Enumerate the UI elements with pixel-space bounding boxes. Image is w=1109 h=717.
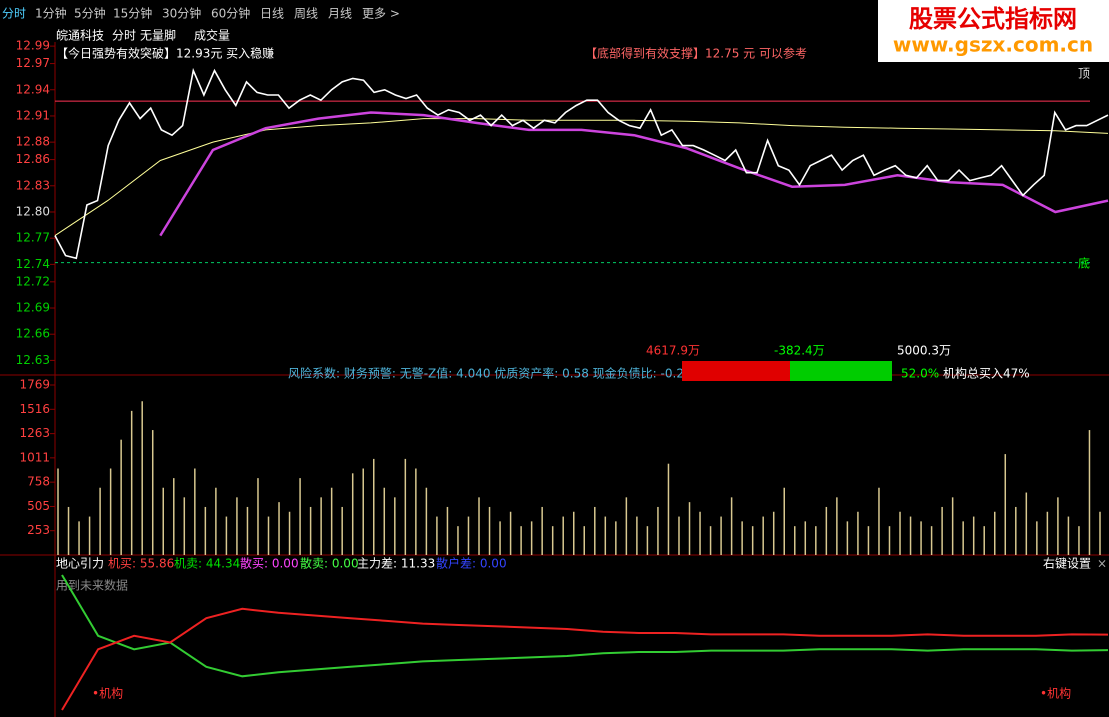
indicator-item: 机卖: 44.34 — [174, 557, 240, 571]
mode: 分时 — [112, 29, 136, 43]
indicator-title: 地心引力 — [56, 557, 104, 571]
y-tick-label: 12.83 — [16, 178, 50, 192]
flow-net: -382.4万 — [774, 344, 825, 358]
y-tick-label: 1516 — [19, 402, 50, 416]
risk-info: 风险系数: 财务预警: 无警-Z值: 4.040 优质资产率: 0.58 现金负… — [288, 366, 703, 381]
y-tick-label: 12.69 — [16, 301, 50, 315]
tab[interactable]: 5分钟 — [74, 6, 106, 21]
annotation: 【今日强势有效突破】12.93元 买入稳赚 — [56, 46, 274, 61]
y-tick-label: 758 — [27, 475, 50, 489]
indicator-item: 散卖: 0.00 — [300, 556, 359, 571]
note: 用到未来数据 — [56, 578, 128, 593]
flow-sell: 5000.3万 — [897, 344, 951, 358]
tab[interactable]: 分时 — [2, 7, 26, 21]
total-buy: 机构总买入47% — [943, 366, 1030, 381]
tab[interactable]: 1分钟 — [35, 6, 67, 21]
y-tick-label: 12.91 — [16, 108, 50, 122]
watermark-url: www.gszx.com.cn — [893, 33, 1093, 57]
tab[interactable]: 30分钟 — [162, 6, 201, 21]
stock-name: 皖通科技 — [56, 29, 104, 43]
tab[interactable]: 月线 — [328, 7, 352, 21]
y-tick-label: 12.63 — [16, 353, 50, 367]
flow-buy: 4617.9万 — [646, 344, 700, 358]
y-tick-label: 12.77 — [16, 231, 50, 245]
left-label: •机构 — [92, 686, 123, 701]
y-tick-label: 12.97 — [16, 56, 50, 70]
indicator-name: 无量脚 — [140, 28, 176, 43]
y-tick-label: 1769 — [19, 378, 50, 392]
y-tick-label: 12.94 — [16, 82, 50, 96]
bottom-label: 底 — [1078, 256, 1090, 271]
settings-button[interactable]: 右键设置 — [1043, 556, 1091, 571]
tab[interactable]: 60分钟 — [211, 6, 250, 21]
y-tick-label: 1263 — [19, 426, 50, 440]
flow-bar-red — [682, 361, 790, 381]
y-tick-label: 505 — [27, 499, 50, 513]
watermark-title: 股票公式指标网 — [909, 5, 1077, 33]
flow-bar-green — [790, 361, 892, 381]
sell-line — [61, 574, 1109, 678]
average-line — [54, 118, 1109, 237]
indicator-item: 机买: 55.86 — [108, 557, 174, 571]
volume-label: 成交量 — [194, 28, 230, 43]
strength-line — [159, 111, 1109, 237]
top-label: 顶 — [1078, 67, 1090, 81]
sell-pct: 52.0% — [901, 367, 939, 381]
y-tick-label: 1011 — [19, 450, 50, 464]
buy-line — [61, 607, 1109, 711]
tab[interactable]: 15分钟 — [113, 6, 152, 21]
right-label: •机构 — [1040, 686, 1071, 701]
y-tick-label: 12.99 — [16, 39, 50, 53]
indicator-item: 散买: 0.00 — [240, 556, 299, 571]
y-tick-label: 12.66 — [16, 327, 50, 341]
indicator-item: 散户差: 0.00 — [436, 556, 507, 571]
y-tick-label: 12.80 — [16, 204, 50, 218]
close-button[interactable]: × — [1097, 557, 1107, 571]
tab[interactable]: 周线 — [294, 7, 318, 21]
y-tick-label: 12.88 — [16, 135, 50, 149]
indicator-item: 主力差: 11.33 — [357, 557, 435, 571]
tab[interactable]: 更多 > — [362, 7, 400, 21]
y-tick-label: 12.72 — [16, 274, 50, 288]
y-tick-label: 12.86 — [16, 152, 50, 166]
y-tick-label: 12.74 — [16, 257, 50, 271]
annotation: 【底部得到有效支撑】12.75 元 可以参考 — [585, 46, 807, 61]
tab[interactable]: 日线 — [260, 7, 284, 21]
y-tick-label: 253 — [27, 523, 50, 537]
watermark-box — [878, 0, 1109, 62]
price-line — [54, 67, 1109, 260]
